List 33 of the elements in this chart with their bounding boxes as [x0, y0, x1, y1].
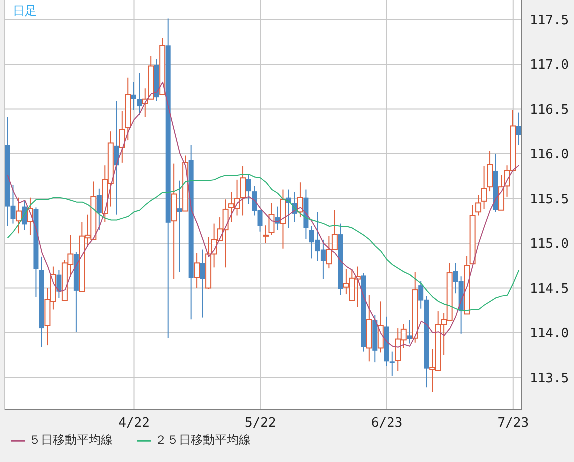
y-tick-label: 115.5	[530, 192, 570, 208]
x-tick-label: 7/23	[498, 416, 530, 432]
candlestick	[177, 180, 182, 273]
legend-label: ５日移動平均線	[29, 433, 113, 447]
candlestick	[114, 100, 120, 216]
candlestick	[194, 252, 200, 289]
candlestick	[516, 112, 522, 146]
candlestick	[56, 270, 62, 299]
candlestick	[200, 249, 206, 318]
y-tick-label: 115.0	[530, 237, 570, 252]
candlestick	[246, 174, 252, 205]
candlestick	[407, 320, 412, 344]
candlestick	[498, 174, 505, 211]
candlestick	[378, 301, 384, 354]
candlestick	[137, 72, 142, 116]
y-tick-label: 114.0	[530, 326, 570, 342]
x-tick-label: 4/22	[118, 416, 150, 432]
y-tick-label: 117.5	[530, 13, 570, 28]
x-tick-label: 6/23	[371, 416, 403, 432]
candlestick	[476, 194, 482, 216]
line-series	[7, 174, 520, 312]
candlestick	[96, 188, 102, 231]
candlestick	[131, 82, 136, 111]
candlestick	[390, 351, 395, 376]
y-tick-label: 113.5	[530, 371, 570, 386]
y-tick-label: 116.0	[530, 148, 570, 163]
y-tick-label: 114.5	[530, 282, 570, 297]
y-tick-label: 117.0	[530, 58, 570, 74]
chart-title: 日足	[13, 3, 37, 20]
legend-label: ２５日移動平均線	[155, 433, 251, 447]
x-tick-label: 5/22	[244, 416, 276, 432]
candlestick	[16, 197, 22, 234]
y-tick-label: 116.5	[530, 102, 570, 118]
